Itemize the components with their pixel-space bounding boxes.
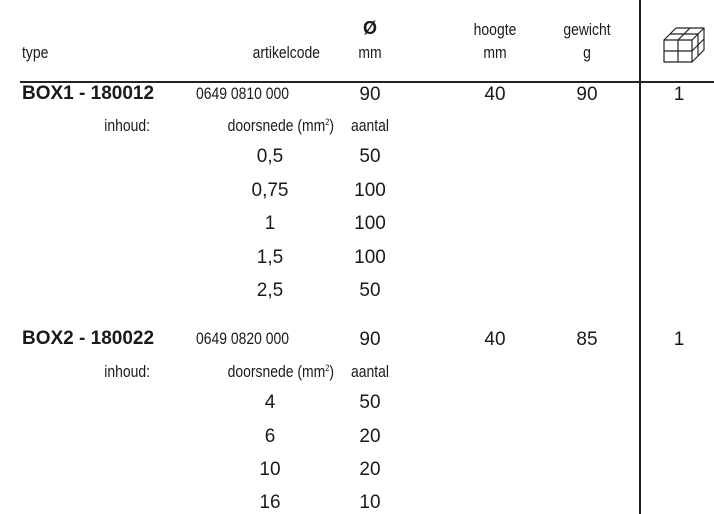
product-weight: 90	[576, 84, 598, 105]
header-height-unit: mm	[483, 43, 507, 62]
section-value: 0,5	[256, 146, 284, 167]
section-value: 0,75	[251, 180, 289, 201]
section-value: 2,5	[256, 280, 284, 301]
count-value: 100	[354, 247, 386, 268]
section-value: 4	[264, 392, 276, 413]
count-value: 50	[359, 146, 381, 167]
product-weight: 85	[576, 329, 598, 350]
header-height-label: hoogte	[473, 20, 517, 39]
header-rule	[20, 81, 714, 83]
section-value: 10	[259, 459, 281, 480]
product-code: 0649 0810 000	[196, 84, 290, 103]
count-value: 100	[354, 180, 386, 201]
contents-label: inhoud:	[104, 362, 150, 381]
count-value: 20	[359, 426, 381, 447]
count-value: 100	[354, 213, 386, 234]
header-weight-label: gewicht	[563, 20, 611, 39]
header-diameter-symbol: Ø	[362, 18, 377, 38]
contents-label: inhoud:	[104, 116, 150, 135]
package-icon	[663, 27, 705, 63]
header-diameter-unit: mm	[358, 43, 382, 62]
cross-section-label: doorsnede (mm2)	[227, 362, 334, 381]
count-value: 50	[359, 280, 381, 301]
product-qty: 1	[673, 329, 685, 350]
header-type: type	[22, 43, 49, 62]
product-name: BOX1 - 180012	[22, 83, 155, 104]
column-divider	[639, 0, 641, 514]
section-value: 1	[264, 213, 276, 234]
cross-section-label: doorsnede (mm2)	[227, 116, 334, 135]
product-diameter: 90	[359, 329, 381, 350]
header-artikelcode: artikelcode	[252, 43, 320, 62]
product-height: 40	[484, 329, 506, 350]
product-diameter: 90	[359, 84, 381, 105]
section-value: 1,5	[256, 247, 284, 268]
header-weight-unit: g	[583, 43, 591, 62]
product-qty: 1	[673, 84, 685, 105]
product-code: 0649 0820 000	[196, 329, 290, 348]
count-value: 20	[359, 459, 381, 480]
section-value: 16	[259, 492, 281, 513]
count-label: aantal	[350, 116, 389, 135]
count-value: 10	[359, 492, 381, 513]
count-value: 50	[359, 392, 381, 413]
product-height: 40	[484, 84, 506, 105]
section-value: 6	[264, 426, 276, 447]
product-name: BOX2 - 180022	[22, 328, 155, 349]
count-label: aantal	[350, 362, 389, 381]
